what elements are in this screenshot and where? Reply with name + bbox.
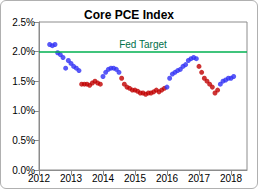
- svg-text:1.0%: 1.0%: [12, 105, 35, 116]
- svg-text:Core PCE Index: Core PCE Index: [84, 8, 174, 22]
- svg-text:2018: 2018: [220, 173, 243, 184]
- svg-text:2.0%: 2.0%: [12, 46, 35, 57]
- svg-text:2017: 2017: [188, 173, 211, 184]
- svg-text:2014: 2014: [92, 173, 115, 184]
- svg-text:2016: 2016: [156, 173, 179, 184]
- svg-text:0.0%: 0.0%: [12, 164, 35, 176]
- svg-text:2013: 2013: [60, 173, 83, 184]
- svg-text:Fed Target: Fed Target: [119, 39, 167, 50]
- svg-text:2012: 2012: [28, 173, 51, 184]
- svg-text:0.5%: 0.5%: [12, 135, 35, 146]
- svg-text:2.5%: 2.5%: [12, 17, 35, 28]
- svg-text:2015: 2015: [124, 173, 147, 184]
- svg-text:1.5%: 1.5%: [12, 76, 35, 87]
